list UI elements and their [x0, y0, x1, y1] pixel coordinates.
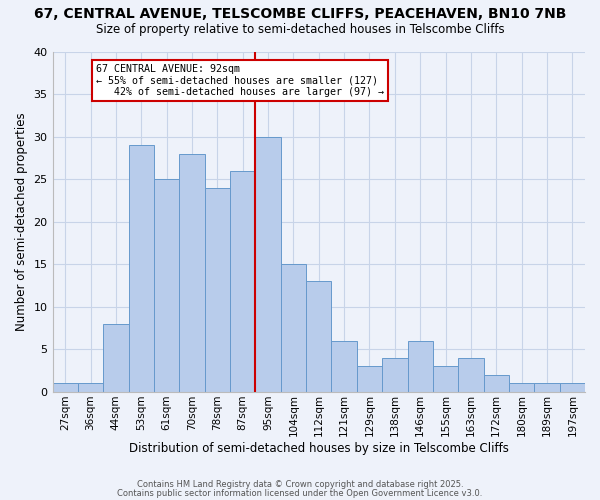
- Bar: [78, 383, 103, 392]
- Bar: [433, 366, 458, 392]
- Bar: [256, 136, 281, 392]
- Bar: [306, 281, 331, 392]
- Bar: [382, 358, 407, 392]
- Bar: [560, 383, 585, 392]
- Bar: [103, 324, 128, 392]
- Text: Contains public sector information licensed under the Open Government Licence v3: Contains public sector information licen…: [118, 488, 482, 498]
- Bar: [407, 340, 433, 392]
- Bar: [179, 154, 205, 392]
- Bar: [281, 264, 306, 392]
- Bar: [509, 383, 534, 392]
- Bar: [205, 188, 230, 392]
- Bar: [331, 340, 357, 392]
- Bar: [484, 374, 509, 392]
- Text: 67, CENTRAL AVENUE, TELSCOMBE CLIFFS, PEACEHAVEN, BN10 7NB: 67, CENTRAL AVENUE, TELSCOMBE CLIFFS, PE…: [34, 8, 566, 22]
- Bar: [154, 179, 179, 392]
- Y-axis label: Number of semi-detached properties: Number of semi-detached properties: [15, 112, 28, 331]
- Text: 67 CENTRAL AVENUE: 92sqm
← 55% of semi-detached houses are smaller (127)
   42% : 67 CENTRAL AVENUE: 92sqm ← 55% of semi-d…: [95, 64, 383, 98]
- Bar: [458, 358, 484, 392]
- Bar: [534, 383, 560, 392]
- X-axis label: Distribution of semi-detached houses by size in Telscombe Cliffs: Distribution of semi-detached houses by …: [129, 442, 509, 455]
- Bar: [230, 170, 256, 392]
- Bar: [128, 145, 154, 392]
- Text: Contains HM Land Registry data © Crown copyright and database right 2025.: Contains HM Land Registry data © Crown c…: [137, 480, 463, 489]
- Bar: [53, 383, 78, 392]
- Bar: [357, 366, 382, 392]
- Text: Size of property relative to semi-detached houses in Telscombe Cliffs: Size of property relative to semi-detach…: [95, 22, 505, 36]
